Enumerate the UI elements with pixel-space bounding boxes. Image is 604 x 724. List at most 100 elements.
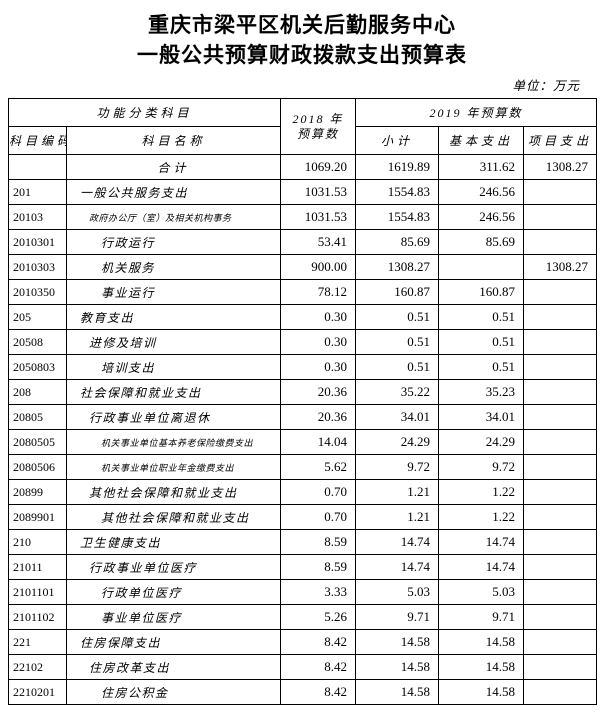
cell-2019-basic: 0.51 <box>438 354 525 380</box>
table-row: 2080505 机关事业单位基本养老保险缴费支出 14.04 24.29 24.29 <box>8 429 598 455</box>
table-row: 22102 住房改革支出 8.42 14.58 14.58 <box>8 654 598 680</box>
cell-2019-project <box>523 679 598 705</box>
cell-subject-code: 221 <box>8 629 67 655</box>
table-row: 21011 行政事业单位医疗 8.59 14.74 14.74 <box>8 554 598 580</box>
cell-2019-basic <box>438 254 525 280</box>
cell-2019-project: 1308.27 <box>523 254 598 280</box>
cell-subject-code: 208 <box>8 379 67 405</box>
table-row: 20103 政府办公厅（室）及相关机构事务 1031.53 1554.83 246.56 <box>8 204 598 230</box>
cell-subject-name: 政府办公厅（室）及相关机构事务 <box>65 204 282 230</box>
cell-2019-subtotal: 14.58 <box>355 629 440 655</box>
cell-subject-code: 2080505 <box>8 429 67 455</box>
document-title-line2: 一般公共预算财政拨款支出预算表 <box>137 44 467 67</box>
table-row: 210 卫生健康支出 8.59 14.74 14.74 <box>8 529 598 555</box>
cell-2019-project <box>523 404 598 430</box>
cell-subject-code: 205 <box>8 304 67 330</box>
cell-subject-name: 行政单位医疗 <box>65 579 282 605</box>
cell-2019-subtotal: 9.72 <box>355 454 440 480</box>
cell-2018-budget: 1031.53 <box>280 179 357 205</box>
cell-2019-project <box>523 554 598 580</box>
cell-2019-basic: 1.22 <box>438 504 525 530</box>
cell-2019-project <box>523 479 598 505</box>
header-row-1: 功能分类科目 2018 年 预算数 2019 年预算数 <box>7 98 598 155</box>
header-subject-name: 科目名称 <box>65 126 282 155</box>
cell-subject-name: 住房保障支出 <box>65 629 282 655</box>
table-row: 合计 1069.20 1619.89 311.62 1308.27 <box>8 154 598 180</box>
cell-2019-project <box>523 604 598 630</box>
cell-subject-code: 2050803 <box>8 354 67 380</box>
table-row: 2050803 培训支出 0.30 0.51 0.51 <box>8 354 598 380</box>
table-row: 208 社会保障和就业支出 20.36 35.22 35.23 <box>8 379 598 405</box>
cell-2019-basic: 14.58 <box>438 679 525 705</box>
cell-2019-basic: 311.62 <box>438 154 525 180</box>
cell-subject-name: 社会保障和就业支出 <box>65 379 282 405</box>
cell-2019-project <box>523 529 598 555</box>
cell-2019-project <box>523 279 598 305</box>
header-func-group: 功能分类科目 <box>7 98 282 127</box>
cell-2019-project: 1308.27 <box>523 154 598 180</box>
table-row: 205 教育支出 0.30 0.51 0.51 <box>8 304 598 330</box>
cell-subject-code: 2080506 <box>8 454 67 480</box>
cell-2019-basic: 35.23 <box>438 379 525 405</box>
cell-2018-budget: 8.42 <box>280 654 357 680</box>
cell-subject-name: 事业运行 <box>65 279 282 305</box>
cell-2019-subtotal: 160.87 <box>355 279 440 305</box>
cell-2019-basic: 14.58 <box>438 629 525 655</box>
cell-2019-basic: 14.58 <box>438 654 525 680</box>
table-body: 合计 1069.20 1619.89 311.62 1308.27 201 一般公共服务支出… <box>8 154 598 705</box>
cell-subject-name: 事业单位医疗 <box>65 604 282 630</box>
cell-subject-name: 一般公共服务支出 <box>65 179 282 205</box>
cell-2019-basic: 0.51 <box>438 329 525 355</box>
cell-2019-subtotal: 14.74 <box>355 554 440 580</box>
cell-2019-project <box>523 329 598 355</box>
table-row: 2010303 机关服务 900.00 1308.27 1308.27 <box>8 254 598 280</box>
cell-subject-name: 培训支出 <box>65 354 282 380</box>
header-subject-code: 科目编码 <box>8 126 67 155</box>
cell-subject-code: 22102 <box>8 654 67 680</box>
title-block: 重庆市梁平区机关后勤服务中心 一般公共预算财政拨款支出预算表 <box>0 0 604 71</box>
cell-2018-budget: 78.12 <box>280 279 357 305</box>
cell-2018-budget: 8.59 <box>280 554 357 580</box>
cell-subject-name: 其他社会保障和就业支出 <box>65 479 282 505</box>
cell-subject-code: 21011 <box>8 554 67 580</box>
cell-subject-code: 210 <box>8 529 67 555</box>
cell-2019-basic: 0.51 <box>438 304 525 330</box>
cell-subject-code: 2089901 <box>8 504 67 530</box>
cell-subject-name: 住房改革支出 <box>65 654 282 680</box>
document-title-line1: 重庆市梁平区机关后勤服务中心 <box>148 14 456 37</box>
cell-2018-budget: 3.33 <box>280 579 357 605</box>
cell-2018-budget: 1069.20 <box>280 154 357 180</box>
table-row: 20508 进修及培训 0.30 0.51 0.51 <box>8 329 598 355</box>
table-row: 2101101 行政单位医疗 3.33 5.03 5.03 <box>8 579 598 605</box>
cell-subject-code: 2010303 <box>8 254 67 280</box>
cell-2019-subtotal: 0.51 <box>355 304 440 330</box>
cell-2019-project <box>523 179 598 205</box>
cell-2019-subtotal: 24.29 <box>355 429 440 455</box>
header-basic-expenditure: 基本支出 <box>438 126 525 155</box>
cell-2019-project <box>523 504 598 530</box>
cell-subject-code: 2010350 <box>8 279 67 305</box>
cell-2019-project <box>523 454 598 480</box>
unit-row: 单位：万元 <box>0 71 604 98</box>
table-row: 20899 其他社会保障和就业支出 0.70 1.21 1.22 <box>8 479 598 505</box>
cell-2019-project <box>523 354 598 380</box>
cell-2018-budget: 53.41 <box>280 229 357 255</box>
cell-2019-project <box>523 204 598 230</box>
cell-subject-name: 住房公积金 <box>65 679 282 705</box>
cell-2018-budget: 8.42 <box>280 679 357 705</box>
cell-2019-subtotal: 1554.83 <box>355 204 440 230</box>
cell-2019-subtotal: 1.21 <box>355 504 440 530</box>
cell-2019-subtotal: 1619.89 <box>355 154 440 180</box>
cell-2019-subtotal: 14.58 <box>355 654 440 680</box>
cell-2019-basic: 24.29 <box>438 429 525 455</box>
cell-subject-code: 20899 <box>8 479 67 505</box>
cell-2019-project <box>523 654 598 680</box>
cell-2018-budget: 8.59 <box>280 529 357 555</box>
table-row: 2210201 住房公积金 8.42 14.58 14.58 <box>8 679 598 705</box>
cell-2018-budget: 14.04 <box>280 429 357 455</box>
header-project-expenditure: 项目支出 <box>523 126 598 155</box>
cell-subject-name: 其他社会保障和就业支出 <box>65 504 282 530</box>
cell-2019-project <box>523 229 598 255</box>
budget-table: 功能分类科目 2018 年 预算数 2019 年预算数 科目编码 科目名称 小计… <box>7 98 598 705</box>
cell-2019-basic: 14.74 <box>438 529 525 555</box>
